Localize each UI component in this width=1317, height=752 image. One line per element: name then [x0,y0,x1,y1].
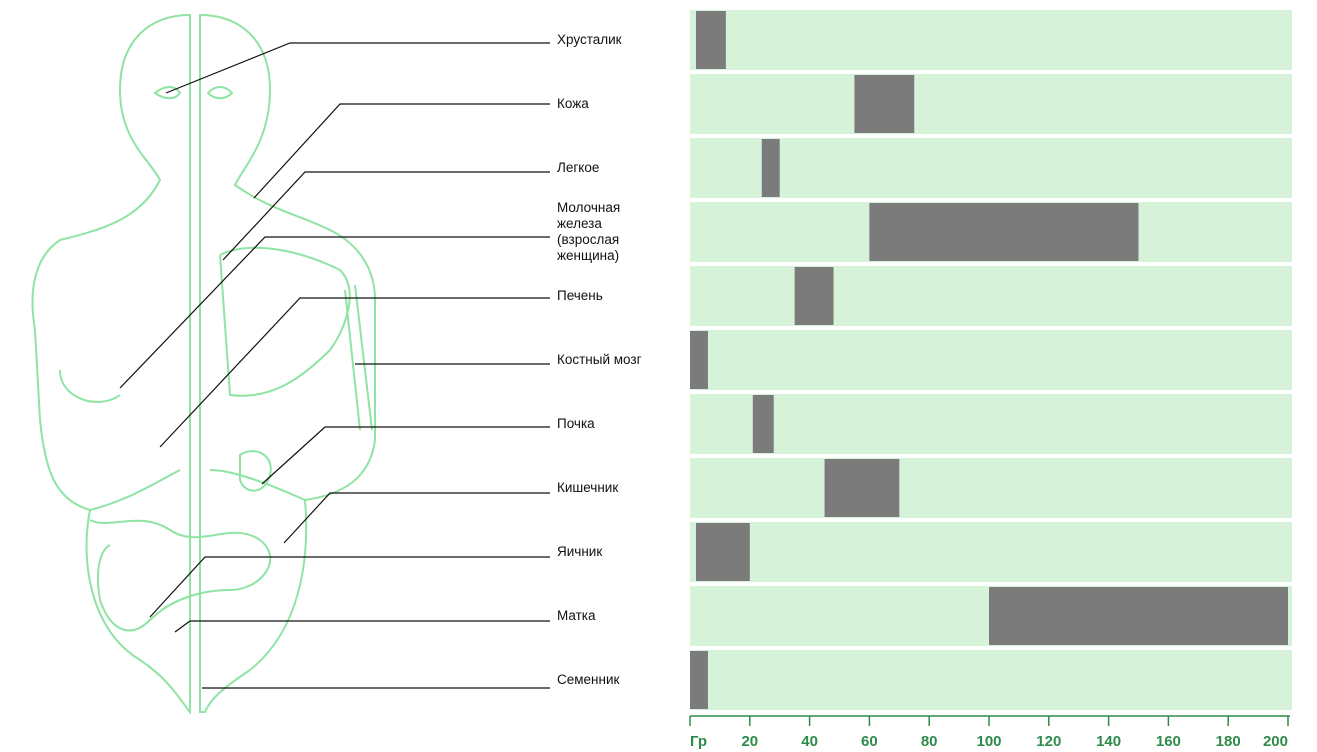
x-tick-label: 140 [1096,733,1121,750]
x-tick-label: 180 [1216,733,1241,750]
category-label: Костный мозг [557,352,642,367]
row-background [690,394,1292,454]
category-label: Семенник [557,672,620,687]
range-bar [690,331,708,389]
x-tick-label: 200 [1263,733,1288,750]
category-label: Кишечник [557,480,619,495]
x-tick-label: 60 [861,733,878,750]
x-tick-label: Гр [690,733,707,750]
body-diagram [31,13,550,715]
row-background [690,522,1292,582]
category-label: Молочная железа (взрослая женщина) [557,200,621,263]
range-bar [695,11,726,69]
category-label: Яичник [557,544,603,559]
range-bar [824,459,900,517]
x-tick-label: 80 [921,733,938,750]
range-bar [690,651,708,709]
row-background [690,266,1292,326]
row-background [690,650,1292,710]
range-bar [869,203,1139,261]
range-bar [752,395,774,453]
x-tick-label: 120 [1036,733,1061,750]
row-background [690,10,1292,70]
category-label: Легкое [557,160,600,175]
x-tick-label: 40 [801,733,818,750]
category-label: Кожа [557,96,589,111]
range-bar [761,139,780,197]
category-label: Почка [557,416,595,431]
x-tick-label: 20 [741,733,758,750]
range-bar [794,267,834,325]
x-tick-label: 100 [976,733,1001,750]
x-tick-label: 160 [1156,733,1181,750]
category-label: Матка [557,608,596,623]
range-bar [989,587,1288,645]
row-background [690,458,1292,518]
category-label: Печень [557,288,603,303]
category-label: Хрусталик [557,32,622,47]
range-bar [695,523,750,581]
row-background [690,138,1292,198]
row-background [690,330,1292,390]
range-bar [854,75,915,133]
plot-area: Гр 20 40 60 80 100 120 140 160 180 200 [689,10,1292,750]
row-background [690,74,1292,134]
